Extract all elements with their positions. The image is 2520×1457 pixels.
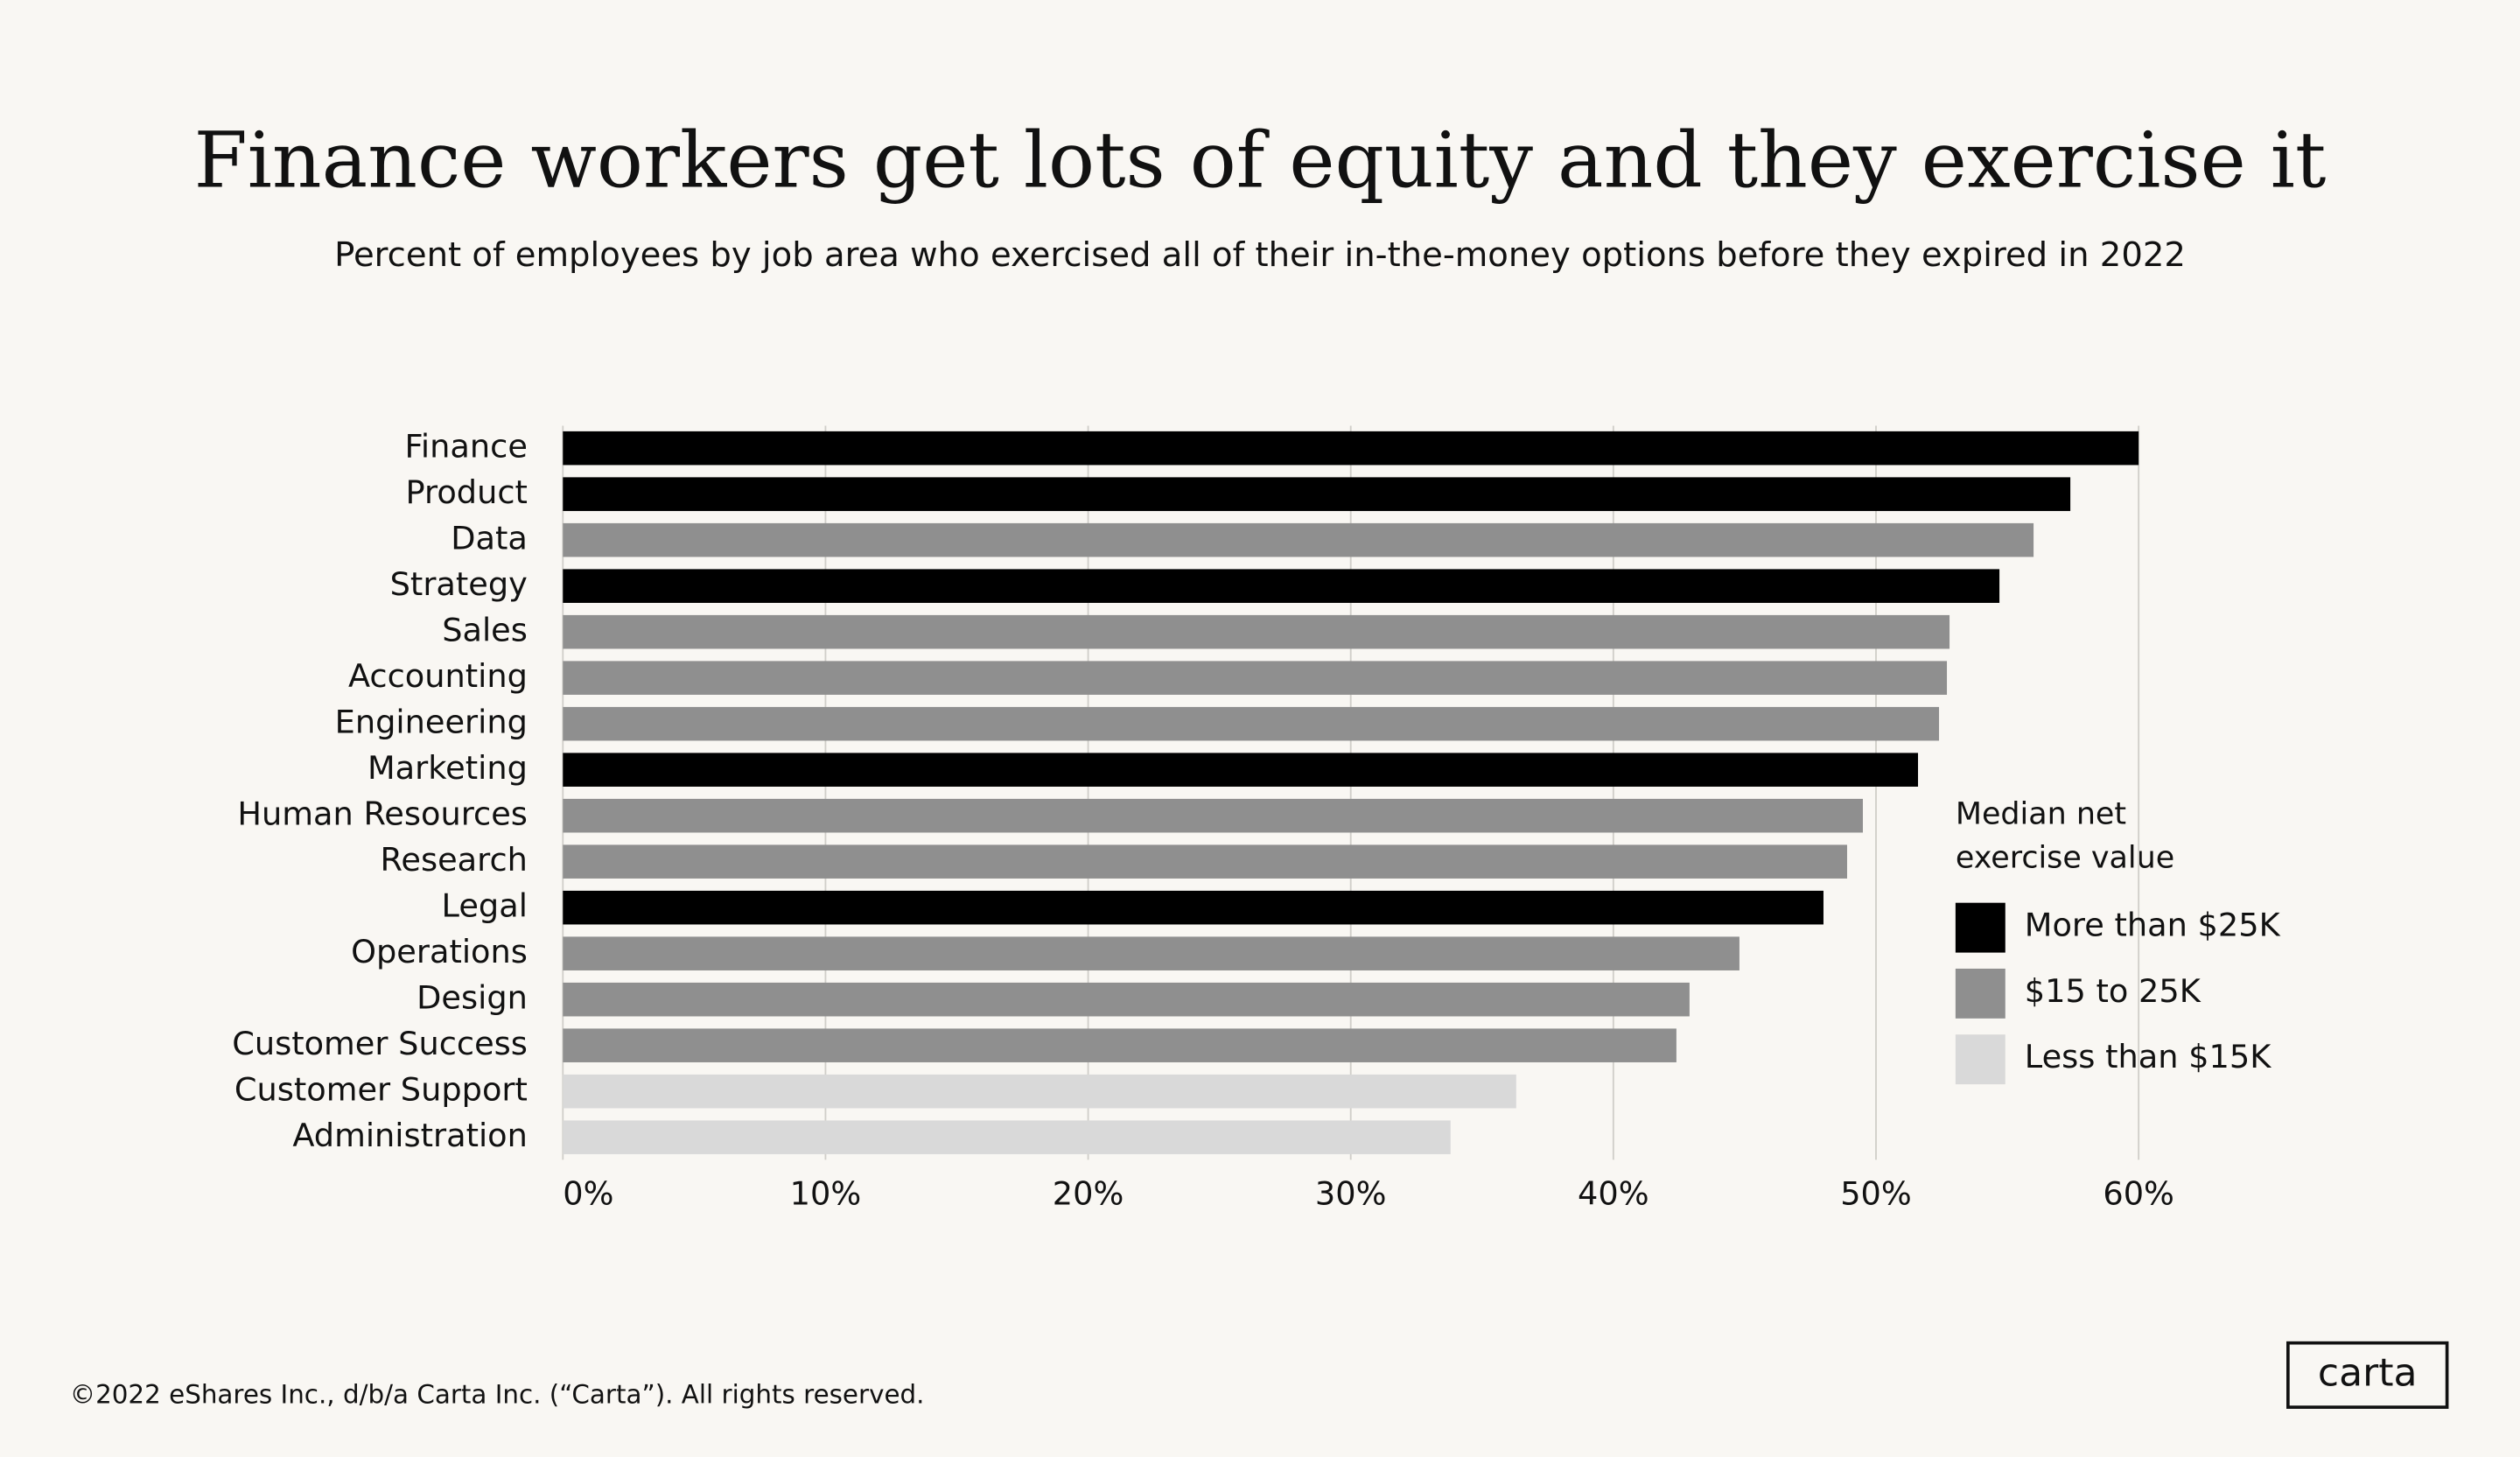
x-tick-label: 0% — [563, 1174, 613, 1212]
bar — [563, 890, 1824, 925]
legend-label: Less than $15K — [2025, 1038, 2272, 1075]
bar — [563, 431, 2139, 466]
y-tick-label: Research — [381, 841, 528, 879]
y-tick-label: Administration — [292, 1117, 528, 1154]
y-tick-label: Sales — [442, 612, 528, 649]
x-tick-label: 50% — [1840, 1174, 1912, 1212]
y-tick-label: Customer Support — [234, 1071, 528, 1109]
y-tick-label: Engineering — [335, 704, 528, 741]
bar — [563, 982, 1690, 1017]
logo-box — [2286, 1341, 2449, 1409]
bar — [563, 1120, 1451, 1154]
logo: carta — [2318, 1350, 2418, 1395]
y-tick-label: Strategy — [390, 565, 528, 603]
y-tick-label: Human Resources — [237, 795, 527, 833]
bar — [563, 753, 1919, 787]
chart-subtitle: Percent of employees by job area who exe… — [334, 235, 2186, 275]
y-tick-label: Legal — [442, 887, 528, 925]
legend-label: $15 to 25K — [2025, 972, 2202, 1010]
chart-title: Finance workers get lots of equity and t… — [194, 116, 2327, 206]
copyright: ©2022 eShares Inc., d/b/a Carta Inc. (“C… — [70, 1380, 925, 1410]
x-tick-label: 20% — [1053, 1174, 1124, 1212]
y-tick-label: Design — [416, 979, 528, 1017]
x-tick-label: 60% — [2103, 1174, 2174, 1212]
x-tick-label: 30% — [1315, 1174, 1387, 1212]
y-tick-label: Product — [406, 473, 528, 511]
bar — [563, 844, 1847, 879]
y-tick-label: Operations — [351, 933, 528, 970]
bar — [563, 936, 1740, 970]
y-tick-label: Data — [451, 520, 528, 557]
legend-swatch — [1955, 968, 2006, 1019]
bar — [563, 569, 2000, 603]
legend-label: More than $25K — [2025, 907, 2281, 944]
legend-title-box: Median net exercise value — [1955, 796, 2175, 876]
legend-swatch — [1955, 1034, 2006, 1085]
bar — [563, 522, 2034, 557]
y-tick-label: Customer Success — [232, 1025, 528, 1062]
legend-title: Median net exercise value — [1955, 796, 2175, 876]
bar — [563, 1028, 1676, 1062]
y-tick-label: Accounting — [348, 657, 528, 695]
legend-swatch — [1955, 902, 2006, 953]
y-tick-label: Finance — [404, 428, 527, 466]
x-tick-label: 10% — [790, 1174, 862, 1212]
bar — [563, 706, 1940, 741]
bar — [563, 661, 1948, 695]
bar — [563, 614, 1950, 649]
bar — [563, 798, 1863, 833]
y-tick-label: Marketing — [368, 749, 528, 787]
bar — [563, 477, 2071, 511]
bar — [563, 1074, 1516, 1109]
x-tick-label: 40% — [1578, 1174, 1649, 1212]
